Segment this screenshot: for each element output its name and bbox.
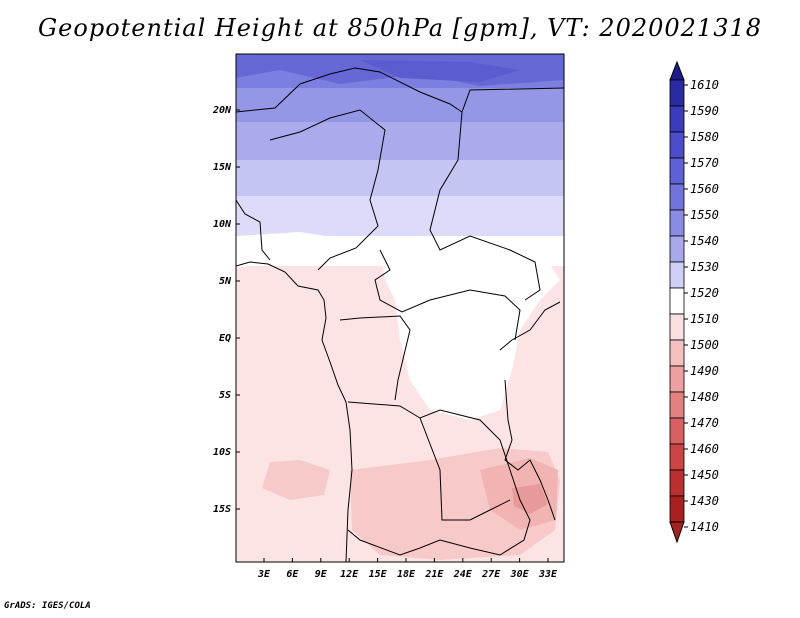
lon-label: 6E — [286, 569, 299, 580]
colorbar-label: 1510 — [690, 312, 719, 326]
colorbar-label: 1540 — [690, 234, 719, 248]
lat-label: 10N — [213, 219, 232, 230]
colorbar-label: 1490 — [690, 364, 719, 378]
lon-label: 30E — [510, 569, 530, 580]
colorbar-swatch — [669, 287, 685, 315]
map-title: Geopotential Height at 850hPa [gpm], VT:… — [38, 14, 762, 42]
lat-label: 15S — [213, 504, 231, 515]
colorbar-label: 1550 — [690, 208, 719, 222]
colorbar-label: 1480 — [690, 390, 719, 404]
colorbar: 1610 1590 1580 1570 1560 1550 1540 1530 1520 1510… — [669, 60, 719, 544]
lon-label: 33E — [538, 569, 558, 580]
grads-credit: GrADS: IGES/COLA — [4, 601, 91, 611]
colorbar-arrow-bottom — [669, 521, 685, 544]
lat-label: 5N — [219, 276, 232, 287]
colorbar-swatch — [669, 469, 685, 497]
colorbar-swatch — [669, 209, 685, 237]
colorbar-arrow-top — [669, 60, 685, 81]
colorbar-swatch — [669, 313, 685, 341]
colorbar-swatch — [669, 79, 685, 107]
colorbar-swatch — [669, 339, 685, 367]
lon-label: 12E — [340, 569, 359, 580]
lat-label: 15N — [213, 162, 232, 173]
colorbar-label: 1530 — [690, 260, 719, 274]
country-borders — [236, 67, 564, 562]
colorbar-swatch — [669, 183, 685, 211]
colorbar-swatch — [669, 261, 685, 289]
lon-label: 21E — [424, 569, 444, 580]
lon-label: 3E — [257, 569, 271, 580]
map-frame — [235, 53, 565, 563]
latitude-axis: 20N 15N 10N 5N EQ 5S 10S 15S — [212, 105, 240, 515]
colorbar-label: 1560 — [690, 182, 719, 196]
lat-label: 20N — [212, 105, 232, 116]
shaded-field — [236, 54, 564, 562]
colorbar-label: 1410 — [690, 520, 719, 534]
lon-label: 9E — [315, 569, 328, 580]
lat-label: 10S — [213, 447, 231, 458]
colorbar-label: 1470 — [690, 416, 719, 430]
longitude-axis: 3E 6E 9E 12E 15E 18E 21E 24E 27E 30E 33E — [257, 558, 558, 580]
colorbar-label: 1580 — [690, 130, 719, 144]
colorbar-swatch — [669, 235, 685, 263]
colorbar-swatch — [669, 157, 685, 185]
lon-label: 24E — [453, 569, 473, 580]
lon-label: 18E — [397, 569, 416, 580]
colorbar-label: 1430 — [690, 494, 719, 508]
lon-label: 27E — [481, 569, 501, 580]
colorbar-label: 1610 — [690, 78, 719, 92]
colorbar-swatch — [669, 105, 685, 133]
colorbar-label: 1570 — [690, 156, 719, 170]
colorbar-swatch — [669, 391, 685, 419]
colorbar-swatch — [669, 365, 685, 393]
colorbar-label: 1450 — [690, 468, 719, 482]
lon-label: 15E — [369, 569, 388, 580]
colorbar-label: 1590 — [690, 104, 719, 118]
colorbar-swatch — [669, 417, 685, 445]
colorbar-swatch — [669, 443, 685, 471]
lat-label: 5S — [219, 390, 231, 401]
lat-label: EQ — [219, 333, 231, 344]
colorbar-swatch — [669, 495, 685, 523]
colorbar-label: 1460 — [690, 442, 719, 456]
colorbar-label: 1500 — [690, 338, 719, 352]
colorbar-swatch — [669, 131, 685, 159]
colorbar-label: 1520 — [690, 286, 719, 300]
